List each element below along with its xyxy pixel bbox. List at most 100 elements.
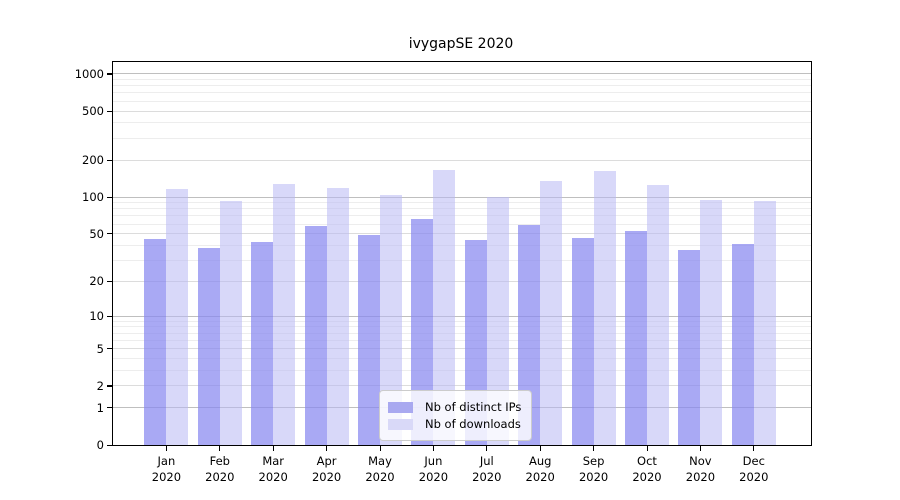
y-gridline — [113, 100, 811, 102]
y-tick-label: 1000 — [74, 66, 104, 81]
bar-distinct-ips — [518, 225, 541, 445]
bar-downloads — [540, 181, 563, 445]
y-gridline — [113, 326, 811, 328]
y-gridline — [113, 92, 811, 94]
x-tick-mark — [272, 446, 274, 451]
y-gridline — [113, 370, 811, 372]
y-gridline — [113, 79, 811, 80]
y-tick-mark — [107, 159, 112, 161]
x-tick-mark — [699, 446, 702, 451]
x-tick-label: Feb 2020 — [205, 454, 235, 484]
legend-label-distinct-ips: Nb of distinct IPs — [425, 400, 522, 414]
bar-downloads — [219, 200, 242, 445]
bar-distinct-ips — [678, 249, 701, 445]
y-tick-mark — [107, 196, 112, 198]
x-tick-mark — [326, 446, 328, 451]
bar-downloads — [753, 201, 776, 445]
y-tick-label: 5 — [96, 341, 104, 356]
y-tick-mark — [107, 110, 112, 112]
y-tick-mark — [107, 385, 112, 387]
legend: Nb of distinct IPs Nb of downloads — [379, 390, 533, 441]
x-tick-label: Jan 2020 — [151, 454, 182, 484]
y-tick-mark — [107, 315, 112, 317]
y-gridline — [113, 315, 811, 317]
x-tick-mark — [219, 446, 221, 451]
y-tick-mark — [107, 348, 112, 350]
y-gridline — [113, 73, 811, 75]
bar-distinct-ips — [625, 230, 647, 445]
x-tick-label: Dec 2020 — [739, 454, 769, 484]
y-tick-mark — [107, 73, 112, 75]
y-gridline — [113, 137, 811, 139]
y-gridline — [113, 320, 811, 322]
y-gridline — [113, 244, 811, 246]
y-tick-label: 0 — [96, 438, 104, 452]
legend-swatch-downloads-icon — [388, 418, 413, 430]
y-gridline — [113, 122, 811, 124]
y-gridline — [113, 280, 811, 282]
bar-distinct-ips — [304, 225, 327, 445]
x-tick-label: May 2020 — [365, 454, 395, 484]
bar-downloads — [647, 184, 669, 445]
y-gridline — [113, 233, 811, 235]
y-gridline — [113, 208, 811, 210]
x-tick-label: Sep 2020 — [578, 454, 609, 484]
bar-downloads — [166, 188, 189, 445]
y-gridline — [113, 159, 811, 161]
y-tick-label: 10 — [89, 309, 104, 324]
plot-area: Nb of distinct IPs Nb of downloads — [112, 61, 812, 446]
bar-distinct-ips — [144, 239, 167, 445]
chart-title: ivygapSE 2020 — [408, 36, 514, 52]
y-gridline — [113, 348, 811, 350]
bar-distinct-ips — [251, 241, 274, 445]
y-tick-label: 20 — [89, 274, 104, 289]
x-tick-label: Aug 2020 — [525, 454, 555, 484]
y-tick-label: 200 — [82, 153, 104, 168]
x-tick-label: Jun 2020 — [418, 454, 449, 484]
bar-downloads — [326, 188, 349, 445]
x-tick-label: Oct 2020 — [632, 454, 662, 484]
bar-downloads — [273, 183, 296, 445]
bar-distinct-ips — [358, 234, 380, 445]
x-tick-mark — [379, 446, 381, 451]
x-tick-mark — [753, 446, 755, 451]
y-tick-label: 50 — [89, 226, 104, 241]
y-gridline — [113, 223, 811, 225]
x-tick-label: Nov 2020 — [685, 454, 716, 484]
bar-distinct-ips — [411, 219, 434, 445]
bar-distinct-ips — [197, 248, 220, 445]
y-tick-mark — [107, 444, 112, 446]
legend-row-distinct-ips: Nb of distinct IPs — [388, 400, 521, 414]
y-tick-label: 100 — [82, 190, 104, 205]
y-tick-label: 2 — [96, 378, 104, 393]
y-gridline — [113, 215, 811, 217]
x-tick-label: Jul 2020 — [472, 454, 502, 484]
x-tick-label: Apr 2020 — [311, 454, 342, 484]
x-tick-mark — [539, 446, 541, 451]
y-gridline — [113, 332, 811, 334]
x-tick-label: Mar 2020 — [258, 454, 288, 484]
y-gridline — [113, 196, 811, 198]
y-gridline — [113, 385, 811, 387]
y-tick-label: 500 — [82, 104, 104, 119]
x-tick-mark — [486, 446, 488, 451]
bar-downloads — [593, 171, 616, 445]
x-tick-mark — [646, 446, 648, 451]
y-gridline — [113, 260, 811, 262]
y-gridline — [113, 85, 811, 87]
x-tick-mark — [165, 446, 168, 451]
x-tick-mark — [432, 446, 435, 451]
y-gridline — [113, 110, 811, 112]
y-tick-label: 1 — [96, 400, 104, 415]
legend-swatch-distinct-ips-icon — [388, 401, 413, 413]
y-gridline — [113, 202, 811, 204]
x-tick-mark — [593, 446, 595, 451]
bar-downloads — [700, 199, 723, 445]
y-gridline — [113, 339, 811, 341]
legend-row-downloads: Nb of downloads — [388, 417, 521, 431]
y-tick-mark — [107, 233, 112, 235]
bar-downloads — [380, 195, 402, 445]
bar-downloads — [433, 170, 456, 445]
y-tick-mark — [107, 280, 112, 283]
